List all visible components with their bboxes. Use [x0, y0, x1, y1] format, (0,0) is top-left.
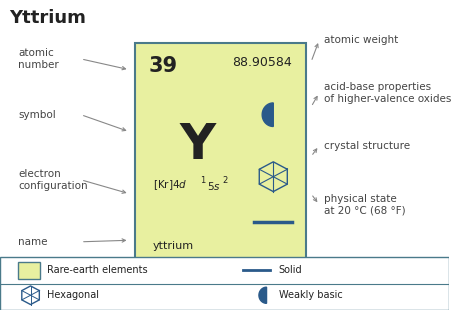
Text: electron
configuration: electron configuration: [18, 169, 88, 191]
Bar: [135, 43, 306, 267]
Text: crystal structure: crystal structure: [324, 141, 410, 151]
Text: acid-base properties
of higher-valence oxides: acid-base properties of higher-valence o…: [324, 82, 451, 104]
Text: Y: Y: [180, 121, 216, 169]
Text: 2: 2: [222, 176, 228, 185]
Polygon shape: [259, 287, 266, 303]
Text: symbol: symbol: [18, 110, 56, 120]
Text: 1: 1: [200, 176, 205, 185]
Text: atomic weight: atomic weight: [324, 35, 398, 45]
Text: Yttrium: Yttrium: [9, 9, 86, 27]
Text: Weakly basic: Weakly basic: [279, 290, 342, 300]
Text: Hexagonal: Hexagonal: [47, 290, 99, 300]
Text: 88.90584: 88.90584: [232, 56, 292, 69]
Text: name: name: [18, 237, 47, 247]
Bar: [0, 257, 449, 310]
Text: yttrium: yttrium: [153, 241, 194, 251]
Text: Rare-earth elements: Rare-earth elements: [47, 265, 148, 276]
Text: atomic
number: atomic number: [18, 48, 59, 70]
Polygon shape: [262, 103, 273, 126]
Text: [Kr]4$d$: [Kr]4$d$: [153, 178, 187, 192]
Text: physical state
at 20 °C (68 °F): physical state at 20 °C (68 °F): [324, 194, 405, 215]
Text: Solid: Solid: [279, 265, 302, 276]
Bar: [18, 262, 39, 279]
Text: 39: 39: [148, 56, 177, 76]
Text: 5$s$: 5$s$: [207, 180, 220, 192]
